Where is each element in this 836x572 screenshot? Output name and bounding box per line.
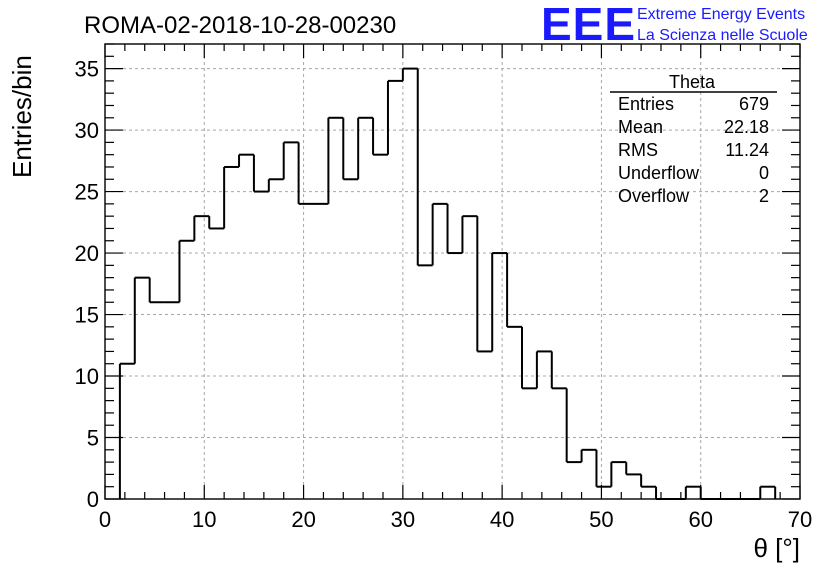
y-tick-label: 15 — [75, 303, 99, 328]
histogram-bars — [118, 67, 777, 500]
stats-label-mean: Mean — [618, 117, 663, 137]
x-tick-label: 70 — [788, 507, 812, 532]
x-tick-label: 0 — [99, 507, 111, 532]
x-tick-label: 30 — [391, 507, 415, 532]
stats-value-mean: 22.18 — [724, 117, 769, 137]
y-tick-label: 5 — [87, 426, 99, 451]
logo-line-1: Extreme Energy Events — [637, 6, 805, 23]
y-tick-label: 30 — [75, 118, 99, 143]
stats-value-overflow: 2 — [759, 186, 769, 206]
y-tick-label: 0 — [87, 487, 99, 512]
x-tick-label: 10 — [192, 507, 216, 532]
chart-title: ROMA-02-2018-10-28-00230 — [84, 12, 396, 39]
x-tick-label: 60 — [688, 507, 712, 532]
x-tick-label: 20 — [291, 507, 315, 532]
stats-title: Theta — [669, 72, 716, 92]
stats-value-rms: 11.24 — [725, 140, 769, 160]
y-axis-label: Entries/bin — [7, 55, 37, 178]
y-tick-label: 25 — [75, 180, 99, 205]
logo-line-2: La Scienza nelle Scuole — [637, 27, 808, 44]
eee-logo: EEE Extreme Energy Events La Scienza nel… — [541, 0, 808, 50]
y-tick-label: 20 — [75, 241, 99, 266]
stats-label-overflow: Overflow — [618, 186, 690, 206]
x-axis-label: θ [°] — [753, 533, 800, 563]
y-tick-label: 10 — [75, 364, 99, 389]
y-tick-label: 35 — [75, 57, 99, 82]
stats-label-underflow: Underflow — [618, 163, 700, 183]
axis-ticks — [104, 43, 801, 500]
stats-label-rms: RMS — [618, 140, 658, 160]
grid-layer — [105, 44, 800, 499]
plot-frame — [104, 43, 801, 500]
stats-label-entries: Entries — [618, 94, 674, 114]
logo-mark: EEE — [541, 0, 636, 50]
stats-box: Theta Entries 679 Mean 22.18 RMS 11.24 U… — [610, 72, 777, 206]
stats-value-entries: 679 — [739, 94, 769, 114]
x-tick-label: 50 — [589, 507, 613, 532]
x-tick-label: 40 — [490, 507, 514, 532]
stats-value-underflow: 0 — [759, 163, 769, 183]
